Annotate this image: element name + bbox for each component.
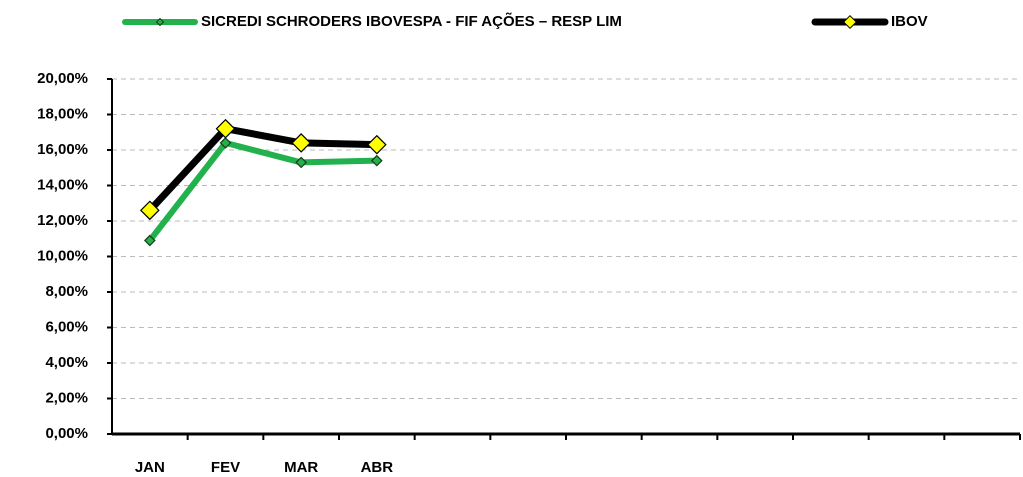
y-tick-label: 2,00% [45, 389, 88, 406]
y-tick-label: 14,00% [37, 176, 88, 193]
y-tick-label: 18,00% [37, 105, 88, 122]
x-tick-label: FEV [211, 459, 240, 476]
point-marker [143, 234, 156, 247]
series-line [147, 125, 377, 213]
y-tick-label: 6,00% [45, 318, 88, 335]
y-tick-label: 16,00% [37, 141, 88, 158]
point-marker [219, 137, 232, 149]
legend-label: IBOV [891, 13, 928, 30]
point-marker [215, 118, 236, 139]
point-marker [139, 200, 160, 221]
x-tick-label: JAN [135, 459, 165, 476]
point-marker [295, 156, 308, 169]
y-tick-label: 4,00% [45, 354, 88, 371]
y-tick-label: 10,00% [37, 247, 88, 264]
y-tick-label: 0,00% [45, 425, 88, 442]
x-tick-label: MAR [284, 459, 318, 476]
legend-label: SICREDI SCHRODERS IBOVESPA - FIF AÇÕES –… [201, 12, 622, 30]
legend-marker [842, 14, 858, 30]
point-marker [291, 133, 312, 153]
series-line [147, 139, 377, 243]
y-tick-label: 12,00% [37, 212, 88, 229]
x-tick-label: ABR [361, 459, 394, 476]
y-tick-label: 20,00% [37, 70, 88, 87]
point-marker [366, 134, 387, 155]
y-tick-label: 8,00% [45, 283, 88, 300]
legend-marker [155, 17, 165, 27]
point-marker [370, 154, 383, 167]
